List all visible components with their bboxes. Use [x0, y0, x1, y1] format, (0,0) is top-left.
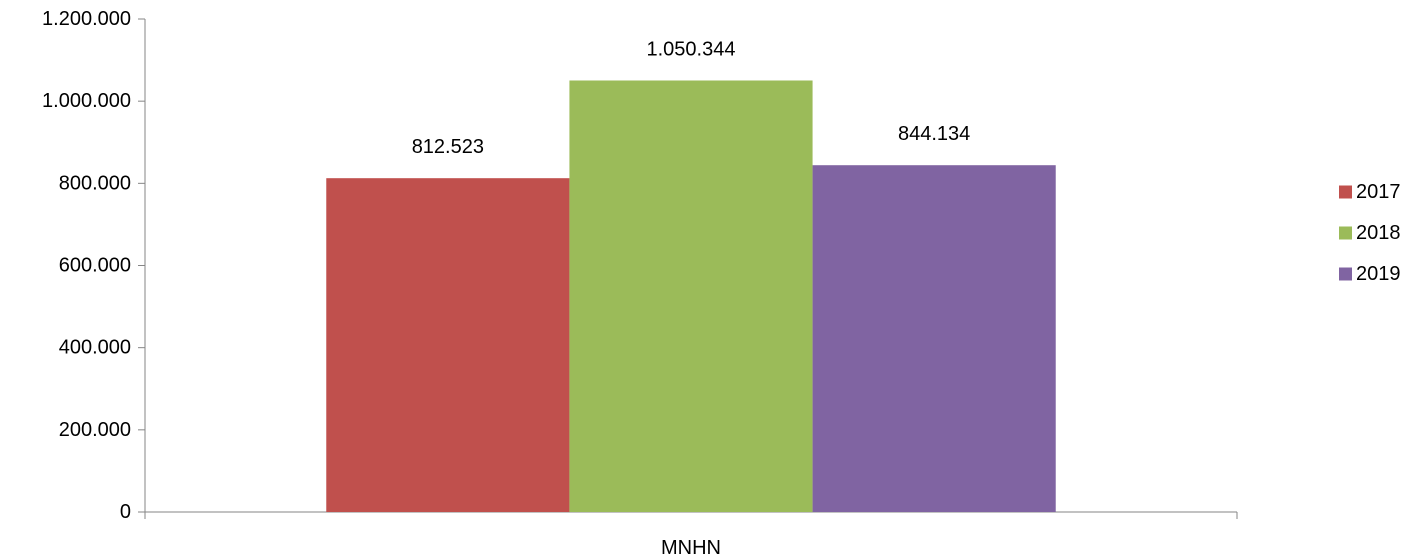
- data-label-2017: 812.523: [412, 136, 484, 158]
- x-category-label: MNHN: [661, 537, 721, 555]
- y-tick-label: 200.000: [59, 419, 131, 441]
- bars: [326, 80, 1056, 513]
- legend-label-2017: 2017: [1356, 181, 1401, 203]
- legend-label-2018: 2018: [1356, 222, 1401, 244]
- y-tick-label: 600.000: [59, 255, 131, 277]
- y-tick-label: 400.000: [59, 337, 131, 359]
- legend: 2017 2018 2019: [1339, 181, 1401, 285]
- y-tick-label: 1.000.000: [42, 90, 131, 112]
- bar-2017: [326, 178, 570, 512]
- y-tick-label: 0: [120, 501, 131, 523]
- data-label-2018: 1.050.344: [647, 38, 736, 60]
- bar-2018: [569, 80, 813, 512]
- legend-swatch-2018: [1339, 226, 1352, 240]
- legend-swatch-2017: [1339, 185, 1352, 199]
- y-axis-ticks: 0 200.000 400.000 600.000 800.000 1.000.000 1.…: [42, 8, 145, 523]
- y-tick-label: 800.000: [59, 172, 131, 194]
- bar-2019: [812, 165, 1056, 513]
- y-tick-label: 1.200.000: [42, 8, 131, 30]
- legend-label-2019: 2019: [1356, 263, 1401, 285]
- category-labels: MNHN: [661, 537, 721, 555]
- data-labels: 812.523 1.050.344 844.134: [412, 38, 971, 158]
- legend-swatch-2019: [1339, 267, 1352, 281]
- data-label-2019: 844.134: [898, 123, 970, 145]
